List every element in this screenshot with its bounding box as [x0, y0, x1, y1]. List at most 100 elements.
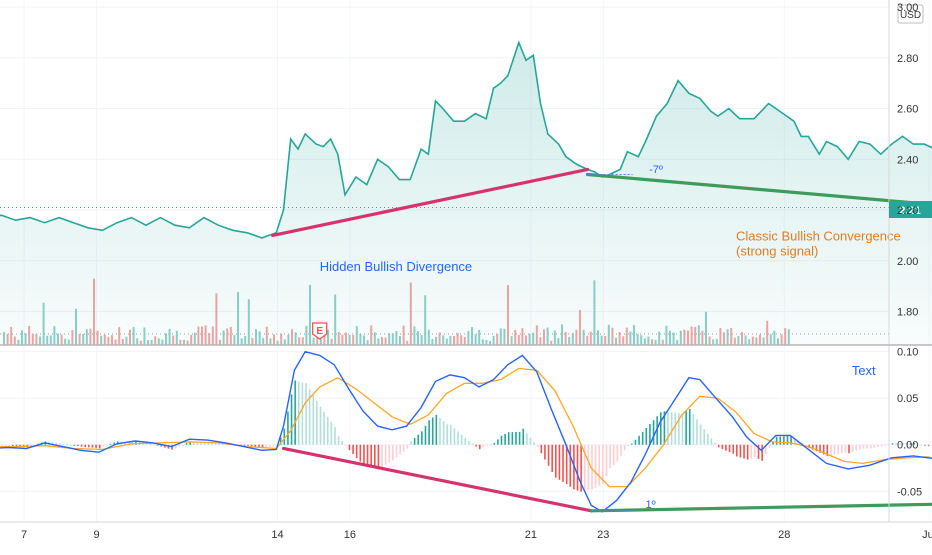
histogram-bar [265, 444, 267, 448]
histogram-bar [319, 406, 322, 445]
histogram-bar [200, 441, 202, 445]
histogram-bar [203, 441, 206, 445]
histogram-bar [500, 435, 503, 445]
chart-annotation[interactable]: -7º [649, 164, 663, 176]
price-tick-label: 3.00 [897, 2, 918, 14]
histogram-bar [790, 435, 792, 445]
price-hidden-divergence[interactable] [271, 167, 590, 237]
macd-tick-label: -0.05 [897, 486, 922, 498]
chart-annotation[interactable]: Text [852, 363, 876, 378]
current-price-badge [889, 201, 932, 218]
histogram-bar [551, 444, 553, 472]
histogram-bar [822, 444, 825, 455]
axes: USD 2.21 [0, 0, 932, 523]
macd-classic-convergence[interactable] [589, 502, 932, 513]
histogram-bar [533, 442, 535, 445]
histogram-bar [55, 442, 58, 445]
histogram-bar [395, 444, 398, 458]
histogram-bar [384, 444, 387, 465]
histogram-bar [221, 443, 224, 445]
histogram-bar [851, 444, 854, 453]
histogram-bar [279, 437, 282, 445]
histogram-bar [442, 421, 445, 445]
histogram-bar [898, 443, 901, 445]
histogram-bar [783, 436, 785, 445]
histogram-bar [424, 425, 427, 445]
histogram-bar [478, 444, 481, 450]
histogram-bar [891, 443, 894, 445]
time-tick-label: 7 [21, 529, 27, 541]
histogram-bar [106, 444, 108, 446]
histogram-bar [113, 442, 115, 445]
histogram-bar [80, 444, 83, 447]
currency-badge[interactable] [897, 4, 924, 24]
histogram-bar [84, 444, 86, 448]
histogram-bar [555, 444, 557, 478]
chart-annotation[interactable]: Classic Bullish Convergence [736, 228, 901, 243]
histogram-bar [12, 444, 14, 447]
histogram-bar [406, 444, 409, 449]
histogram-bar [779, 436, 782, 445]
time-tick-label: Jul [922, 529, 932, 541]
histogram-bar [670, 412, 673, 445]
histogram-bar [641, 431, 644, 445]
histogram-bar [869, 444, 872, 449]
histogram-bar [862, 444, 865, 449]
histogram-bar [591, 444, 593, 490]
macd-line[interactable] [0, 350, 932, 513]
histogram-bar [388, 444, 391, 463]
histogram-bar [717, 444, 720, 448]
macd-tick-label: 0.10 [897, 347, 918, 359]
histogram-bar [51, 442, 54, 445]
histogram-bar [88, 444, 90, 448]
histogram-bar [518, 431, 521, 445]
histogram-bar [30, 444, 32, 447]
histogram-bar [330, 421, 333, 445]
histogram-bar [381, 444, 383, 468]
histogram-bar [269, 444, 271, 447]
chart-annotation[interactable]: (strong signal) [736, 244, 818, 259]
histogram-bar [873, 444, 876, 448]
histogram-bar [743, 444, 745, 459]
price-tick-label: 1.80 [897, 306, 918, 318]
chart-annotation[interactable]: 1º [646, 499, 656, 511]
macd-tick-label: 0.05 [897, 393, 918, 405]
price-line[interactable] [0, 40, 932, 239]
histogram-bar [848, 444, 850, 454]
histogram-bar [1, 444, 3, 447]
histogram-bar [355, 444, 358, 459]
annotations: Hidden Bullish Divergence Classic Bullish… [312, 164, 901, 511]
histogram-bar [515, 432, 517, 445]
histogram-bar [840, 444, 843, 454]
histogram-bar [91, 444, 94, 448]
macd-hidden-divergence[interactable] [281, 446, 593, 513]
histogram-bar [793, 438, 796, 445]
earnings-marker[interactable] [312, 322, 328, 340]
histogram-bar [410, 441, 412, 445]
histogram-bar [15, 444, 18, 447]
histogram-bar [605, 444, 608, 477]
histogram-bar [486, 444, 488, 446]
signal-line[interactable] [0, 367, 932, 501]
histogram-bar [8, 444, 10, 446]
histogram-bar [583, 444, 586, 491]
time-tick-label: 21 [525, 529, 537, 541]
histogram-bar [917, 443, 919, 445]
chart-annotation[interactable]: Hidden Bullish Divergence [320, 259, 472, 274]
histogram-bar [884, 444, 887, 446]
histogram-bar [587, 444, 590, 491]
histogram-bar [95, 444, 97, 448]
histogram-bar [909, 443, 912, 445]
histogram-bar [631, 443, 633, 445]
histogram-bar [464, 438, 467, 445]
histogram-bar [855, 444, 858, 451]
histogram-bar [69, 444, 72, 446]
histogram-bar [569, 444, 572, 487]
histogram-bar [612, 444, 615, 465]
histogram-bar [66, 444, 68, 446]
histogram-bar [819, 444, 821, 453]
histogram-bar [703, 429, 706, 445]
histogram-bar [902, 443, 905, 445]
